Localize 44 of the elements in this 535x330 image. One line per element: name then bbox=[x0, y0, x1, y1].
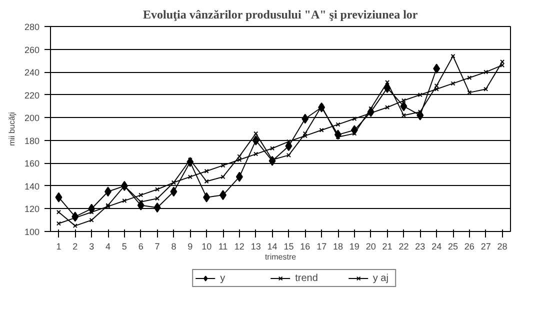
x-tick-label: 17 bbox=[316, 242, 327, 252]
x-tick-label: 16 bbox=[300, 242, 310, 252]
legend-label: y aj bbox=[372, 272, 390, 284]
x-tick-label: 1 bbox=[56, 242, 62, 252]
x-tick-label: 8 bbox=[171, 242, 176, 252]
y-tick-label: 180 bbox=[24, 136, 40, 146]
y-tick-label: 280 bbox=[24, 22, 40, 32]
y-tick-label: 120 bbox=[24, 204, 40, 214]
x-tick-label: 11 bbox=[218, 242, 228, 252]
x-tick-label: 23 bbox=[415, 242, 426, 252]
y-tick-label: 100 bbox=[24, 227, 40, 237]
y-tick-label: 220 bbox=[24, 90, 40, 100]
y-tick-label: 160 bbox=[24, 158, 40, 169]
x-tick-label: 9 bbox=[188, 242, 193, 252]
x-tick-label: 2 bbox=[72, 242, 78, 252]
x-tick-label: 10 bbox=[202, 242, 212, 252]
y-tick-label: 200 bbox=[24, 113, 40, 124]
y-tick-label: 260 bbox=[24, 44, 40, 55]
legend-label: trend bbox=[295, 272, 318, 284]
x-tick-label: 14 bbox=[267, 242, 278, 252]
x-tick-label: 6 bbox=[138, 242, 144, 252]
x-tick-label: 4 bbox=[105, 242, 111, 252]
x-tick-label: 22 bbox=[398, 242, 409, 252]
y-axis-title: mii bucăţi bbox=[7, 112, 16, 146]
x-tick-label: 15 bbox=[284, 242, 294, 252]
x-tick-label: 21 bbox=[382, 242, 392, 252]
y-tick-label: 140 bbox=[24, 181, 40, 192]
x-tick-label: 5 bbox=[122, 242, 127, 252]
x-tick-label: 18 bbox=[332, 242, 344, 252]
chart-title: Evoluţia vânzărilor produsului "A" şi previziunea lor bbox=[143, 8, 418, 22]
x-tick-label: 19 bbox=[349, 242, 360, 252]
x-tick-label: 26 bbox=[464, 242, 474, 252]
x-tick-label: 25 bbox=[448, 242, 458, 252]
x-tick-label: 27 bbox=[480, 242, 491, 252]
x-tick-label: 20 bbox=[366, 242, 376, 252]
x-axis-title: trimestre bbox=[264, 252, 297, 262]
y-tick-label: 240 bbox=[24, 68, 40, 78]
x-tick-label: 7 bbox=[154, 242, 160, 252]
x-tick-label: 28 bbox=[497, 242, 508, 252]
x-tick-label: 12 bbox=[234, 242, 244, 252]
x-tick-label: 13 bbox=[250, 242, 261, 252]
x-tick-label: 3 bbox=[89, 242, 94, 252]
x-tick-label: 24 bbox=[432, 242, 442, 252]
legend-label: y bbox=[220, 272, 226, 284]
